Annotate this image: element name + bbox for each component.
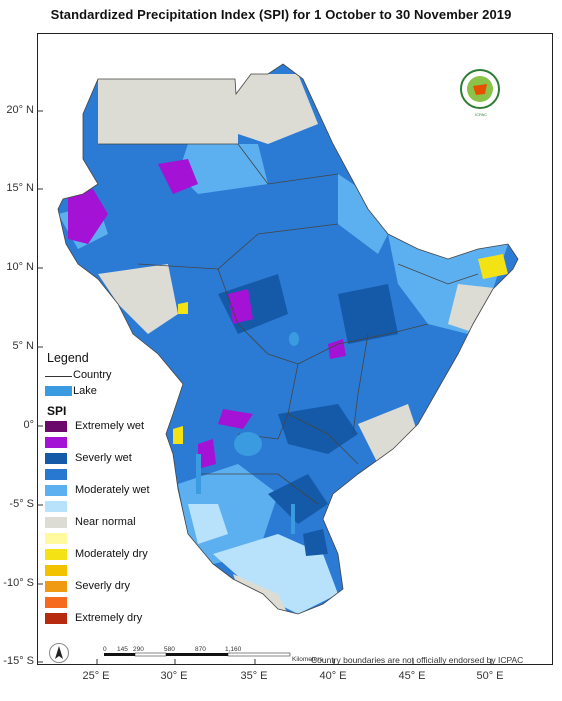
lon-tick-30e: 30° E: [160, 670, 188, 682]
lakes: [196, 332, 299, 534]
spi-swatch: [45, 565, 67, 576]
lat-tick-10n: 10° N: [6, 261, 34, 273]
scale-tick-label: 0: [103, 646, 107, 653]
scale-tick-label: 290: [133, 646, 144, 653]
lat-tick-0: 0°: [23, 419, 34, 431]
logo-caption: ICPAC: [475, 112, 487, 117]
spi-swatch: [45, 469, 67, 480]
lon-tick-25e: 25° E: [82, 670, 110, 682]
lat-tick-15n: 15° N: [6, 182, 34, 194]
spi-swatch: [45, 517, 67, 528]
spi-swatch: [45, 581, 67, 592]
lon-tick-35e: 35° E: [240, 670, 268, 682]
map-frame: [37, 33, 553, 665]
disclaimer: Country boundaries are not officially en…: [311, 655, 524, 665]
spi-swatch: [45, 501, 67, 512]
spi-map: [38, 63, 519, 664]
spi-swatch: [45, 597, 67, 608]
legend-lake-label: Lake: [73, 385, 97, 397]
spi-swatch: [45, 421, 67, 432]
spi-swatch: [45, 613, 67, 624]
spi-swatch: [45, 437, 67, 448]
lake-swatch: [45, 386, 72, 396]
tick-marks: [38, 110, 492, 664]
legend-country-label: Country: [73, 369, 112, 381]
spi-swatch: [45, 549, 67, 560]
lat-tick-20n: 20° N: [6, 104, 34, 116]
scale-bar: [104, 652, 291, 657]
spi-swatch: [45, 453, 67, 464]
lat-tick-15s: -15° S: [3, 655, 34, 667]
map-title: Standardized Precipitation Index (SPI) f…: [50, 7, 512, 22]
spi-class-label: Severly dry: [75, 580, 131, 592]
scale-tick-label: 870: [195, 646, 206, 653]
spi-class-label: Extremely wet: [75, 420, 145, 432]
spi-fill: [58, 64, 518, 614]
spi-legend-title: SPI: [47, 404, 67, 418]
north-arrow-icon: [49, 643, 69, 663]
scale-tick-label: 145: [117, 646, 128, 653]
country-boundaries: [57, 63, 519, 615]
legend-title: Legend: [47, 351, 89, 365]
country-line-symbol: [45, 376, 72, 377]
lat-tick-5n: 5° N: [12, 340, 34, 352]
lat-tick-10s: -10° S: [3, 577, 34, 589]
spi-class-label: Near normal: [75, 516, 136, 528]
lon-tick-45e: 45° E: [398, 670, 426, 682]
spi-swatch: [45, 485, 67, 496]
spi-class-label: Moderately dry: [75, 548, 148, 560]
spi-swatch: [45, 533, 67, 544]
scale-tick-label: 580: [164, 646, 175, 653]
spi-class-label: Moderately wet: [75, 484, 150, 496]
spi-class-label: Severly wet: [75, 452, 132, 464]
lon-tick-50e: 50° E: [476, 670, 504, 682]
scale-tick-label: 1,160: [225, 646, 242, 653]
spi-class-label: Extremely dry: [75, 612, 143, 624]
lat-tick-5s: -5° S: [9, 498, 34, 510]
lon-tick-40e: 40° E: [319, 670, 347, 682]
icpac-logo: [459, 68, 501, 110]
scale-unit: Kilometers: [292, 656, 323, 663]
